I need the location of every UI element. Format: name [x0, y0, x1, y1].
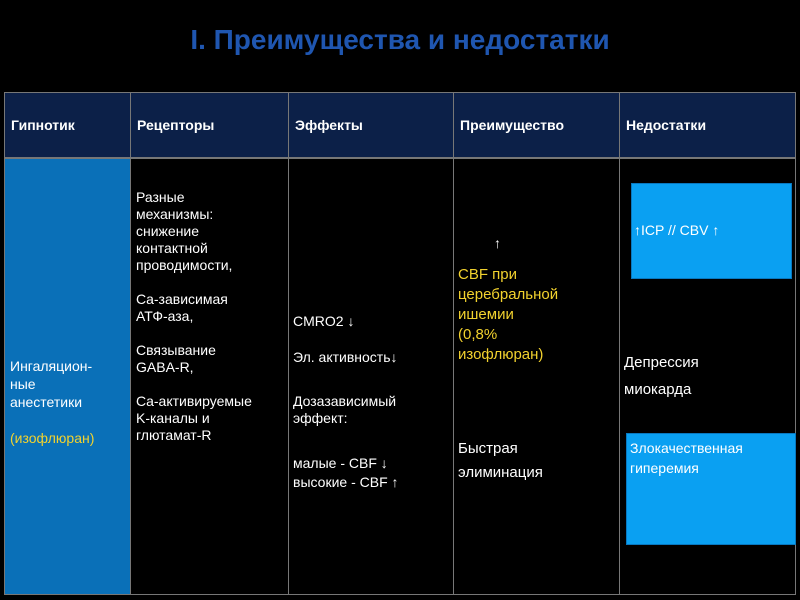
hyperemia-box: Злокачественная гиперемия	[626, 433, 796, 545]
cell-receptors: Разные механизмы: снижение контактной пр…	[130, 158, 289, 595]
arrow-down-icon: ↓	[347, 313, 355, 329]
header-receptors: Рецепторы	[130, 92, 289, 158]
receptors-text: Разные механизмы: снижение контактной пр…	[136, 189, 252, 443]
header-hypnotic: Гипнотик	[4, 92, 131, 158]
effect-cmro2: CMRO2 ↓	[293, 313, 355, 329]
effect-high: высокие - CBF ↑	[293, 474, 399, 490]
icp-cbv-box: ↑ICP // CBV ↑	[631, 183, 792, 279]
disadvantage-depression: Депрессия миокарда	[624, 354, 699, 398]
header-disadvantages: Недостатки	[619, 92, 796, 158]
effect-low: малые - CBF ↓	[293, 455, 388, 471]
effect-el-activity: Эл. активность↓	[293, 349, 398, 365]
arrow-up-icon: ↑	[494, 235, 501, 251]
effect-dose: Дозазависимый эффект:	[293, 393, 397, 426]
hyperemia-text: Злокачественная гиперемия	[630, 440, 743, 476]
slide-title: I. Преимущества и недостатки	[190, 24, 610, 55]
arrow-down-icon: ↓	[390, 349, 398, 365]
cell-disadvantages: Депрессия миокарда	[619, 158, 796, 595]
icp-cbv-text: ICP // CBV	[641, 222, 709, 238]
header-advantage: Преимущество	[453, 92, 620, 158]
cell-advantage: ↑ CBF при церебральной ишемии (0,8% изоф…	[453, 158, 620, 595]
hypnotic-name: Ингаляцион- ные анестетики	[10, 358, 93, 410]
arrow-down-icon: ↓	[380, 455, 388, 471]
arrow-up-icon: ↑	[712, 222, 720, 238]
header-effects: Эффекты	[288, 92, 454, 158]
arrow-up-icon: ↑	[391, 474, 399, 490]
advantage-elimination: Быстрая элиминация	[458, 440, 543, 481]
cell-hypnotic: Ингаляцион- ные анестетики (изофлюран)	[4, 158, 131, 595]
cell-effects: CMRO2 ↓ Эл. активность↓ Дозазависимый эф…	[288, 158, 454, 595]
arrow-up-icon: ↑	[634, 222, 641, 238]
hypnotic-drug: (изофлюран)	[10, 430, 95, 446]
advantage-cbf: CBF при церебральной ишемии (0,8% изофлю…	[458, 266, 559, 363]
